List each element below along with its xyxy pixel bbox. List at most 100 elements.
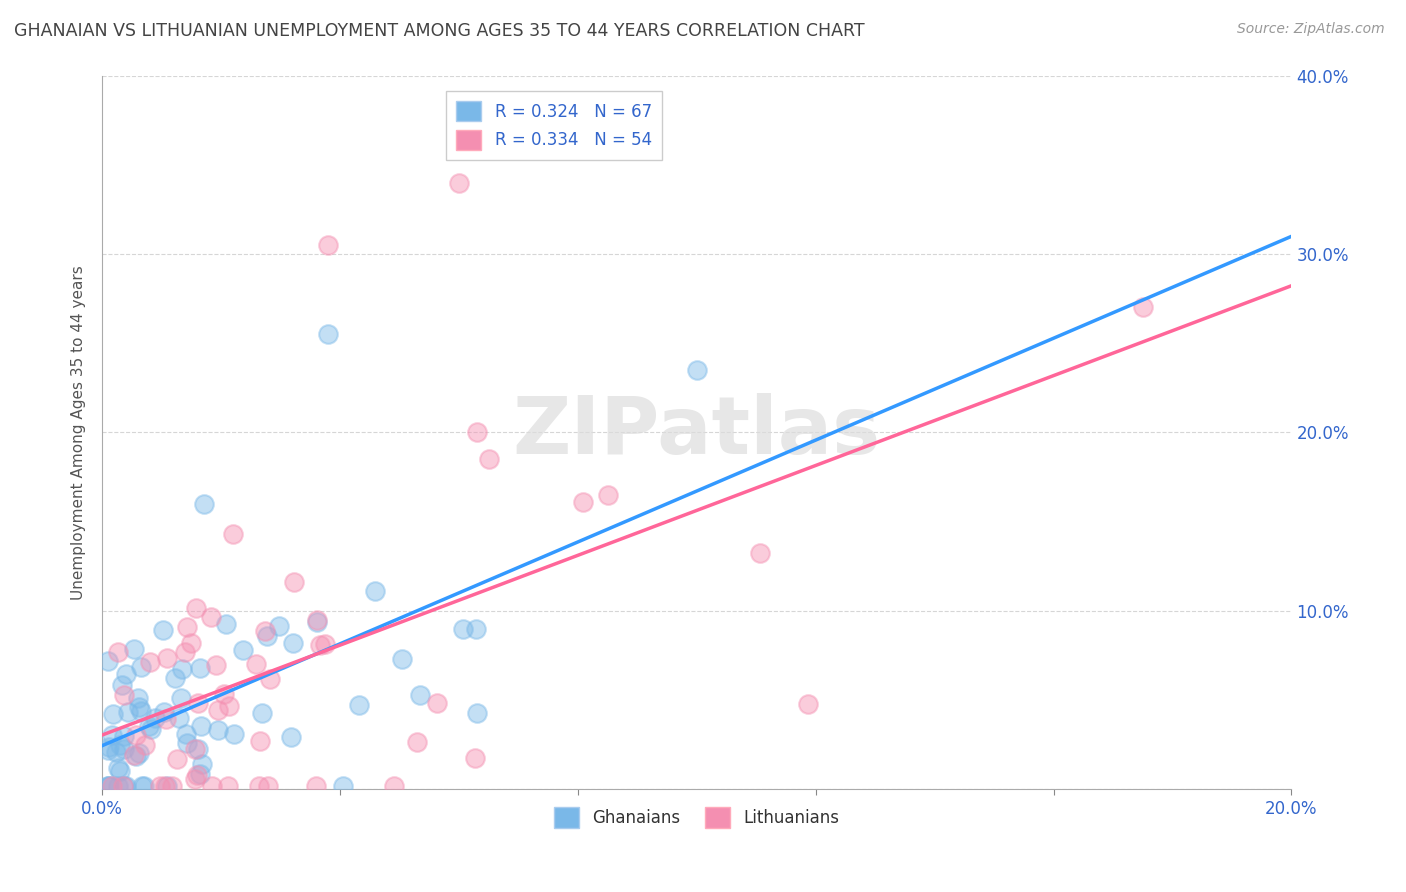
Point [155, 712, 177, 726]
Point [107, 779, 129, 793]
Point [128, 746, 150, 760]
Point [406, 735, 429, 749]
Point [128, 699, 150, 714]
Point [125, 728, 148, 742]
Point [97, 779, 120, 793]
Point [316, 327, 339, 342]
Point [465, 706, 488, 720]
Point [232, 643, 254, 657]
Point [218, 698, 240, 713]
Point [166, 752, 188, 766]
Point [308, 639, 330, 653]
Point [176, 620, 198, 634]
Point [316, 238, 339, 252]
Point [686, 363, 709, 377]
Point [129, 660, 152, 674]
Point [250, 706, 273, 720]
Point [156, 650, 179, 665]
Point [478, 452, 501, 467]
Point [314, 636, 336, 650]
Point [222, 726, 245, 740]
Point [426, 696, 449, 710]
Point [254, 624, 277, 638]
Point [305, 613, 328, 627]
Point [222, 526, 245, 541]
Point [465, 622, 488, 636]
Point [149, 779, 172, 793]
Point [464, 751, 486, 765]
Point [190, 719, 212, 733]
Point [186, 768, 208, 782]
Point [124, 747, 146, 762]
Point [101, 728, 124, 742]
Point [115, 667, 138, 681]
Point [797, 698, 820, 712]
Point [156, 779, 179, 793]
Point [169, 711, 191, 725]
Point [134, 738, 156, 752]
Point [267, 619, 290, 633]
Text: GHANAIAN VS LITHUANIAN UNEMPLOYMENT AMONG AGES 35 TO 44 YEARS CORRELATION CHART: GHANAIAN VS LITHUANIAN UNEMPLOYMENT AMON… [14, 22, 865, 40]
Point [364, 583, 387, 598]
Point [256, 629, 278, 643]
Point [183, 742, 205, 756]
Point [280, 730, 302, 744]
Point [170, 690, 193, 705]
Point [122, 642, 145, 657]
Point [283, 574, 305, 589]
Point [129, 705, 152, 719]
Point [107, 761, 129, 775]
Point [257, 779, 280, 793]
Point [110, 764, 132, 778]
Point [117, 705, 139, 719]
Point [134, 779, 156, 793]
Point [153, 705, 176, 719]
Point [749, 546, 772, 560]
Point [107, 645, 129, 659]
Point [98, 740, 121, 755]
Point [112, 729, 135, 743]
Point [207, 723, 229, 737]
Point [174, 645, 197, 659]
Point [127, 691, 149, 706]
Point [451, 622, 474, 636]
Point [103, 706, 125, 721]
Point [217, 779, 239, 793]
Point [207, 703, 229, 717]
Point [139, 655, 162, 669]
Point [249, 779, 271, 793]
Point [283, 636, 305, 650]
Point [160, 779, 183, 793]
Point [97, 779, 120, 793]
Text: Source: ZipAtlas.com: Source: ZipAtlas.com [1237, 22, 1385, 37]
Point [143, 711, 166, 725]
Point [152, 623, 174, 637]
Point [571, 495, 593, 509]
Point [101, 779, 124, 793]
Point [139, 723, 162, 737]
Point [131, 779, 153, 793]
Point [191, 756, 214, 771]
Point [204, 657, 226, 672]
Point [245, 657, 267, 671]
Point [138, 718, 160, 732]
Point [105, 745, 128, 759]
Point [174, 727, 197, 741]
Point [111, 678, 134, 692]
Point [153, 779, 176, 793]
Point [112, 779, 135, 793]
Point [187, 697, 209, 711]
Point [114, 779, 136, 793]
Point [596, 488, 619, 502]
Point [304, 779, 326, 793]
Y-axis label: Unemployment Among Ages 35 to 44 years: Unemployment Among Ages 35 to 44 years [72, 265, 86, 599]
Point [307, 615, 329, 629]
Point [111, 779, 134, 793]
Point [187, 742, 209, 756]
Point [249, 734, 271, 748]
Point [201, 779, 224, 793]
Point [125, 748, 148, 763]
Point [332, 779, 354, 793]
Text: ZIPatlas: ZIPatlas [513, 393, 882, 471]
Point [184, 772, 207, 786]
